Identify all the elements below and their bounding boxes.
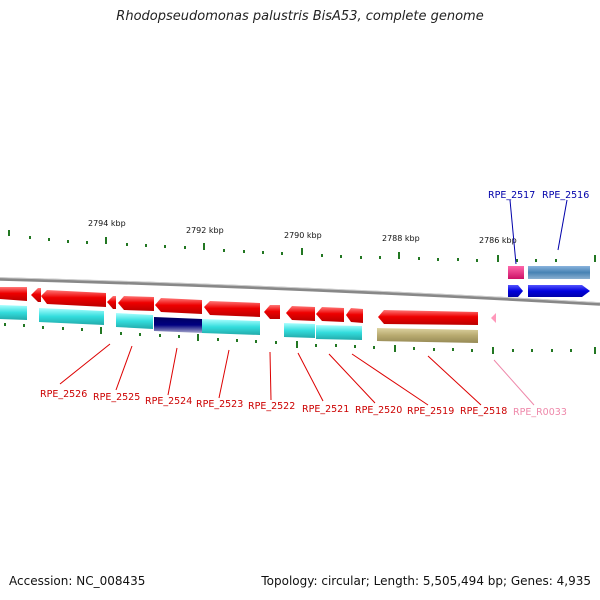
gene-label-rpe-2523[interactable]: RPE_2523 (196, 399, 243, 410)
cds-feature[interactable] (202, 319, 260, 335)
olive-feature[interactable] (377, 328, 478, 343)
gene-label-rpe-2524[interactable]: RPE_2524 (145, 396, 192, 407)
gene-label-rpe-2519[interactable]: RPE_2519 (407, 406, 454, 417)
gene-label-rpe-2520[interactable]: RPE_2520 (355, 405, 402, 416)
genome-summary-text: Topology: circular; Length: 5,505,494 bp… (261, 574, 591, 588)
gene-label-rpe-2518[interactable]: RPE_2518 (460, 406, 507, 417)
inner-tick-ring (4, 323, 596, 354)
scale-label: 2792 kbp (186, 226, 224, 235)
gene-label-rpe-2517[interactable]: RPE_2517 (488, 190, 535, 201)
dark-feature[interactable] (154, 317, 202, 333)
scale-label: 2788 kbp (382, 234, 420, 243)
gene-label-rpe-2526[interactable]: RPE_2526 (40, 389, 87, 400)
gene-label-rpe-2525[interactable]: RPE_2525 (93, 392, 140, 403)
gene-rpe-2517-feature[interactable] (508, 266, 524, 279)
scale-label: 2786 kbp (479, 236, 517, 245)
gene-rpe-2517-arrow[interactable] (508, 285, 523, 297)
reverse-strand-features (0, 305, 478, 343)
gene-rpe-2520-arrow[interactable] (286, 306, 315, 321)
gene-rpe-2525-arrow[interactable] (107, 296, 116, 309)
scale-label: 2794 kbp (88, 219, 126, 228)
cds-feature[interactable] (39, 308, 104, 325)
trna-rpe-r0033-arrow[interactable] (491, 313, 496, 323)
outer-tick-ring (8, 230, 596, 262)
cds-feature[interactable] (316, 325, 362, 340)
reverse-strand-genes (0, 287, 496, 325)
scale-label: 2790 kbp (284, 231, 322, 240)
gene-rpe-2524-arrow[interactable] (118, 296, 154, 311)
gene-label-rpe-2522[interactable]: RPE_2522 (248, 401, 295, 412)
genome-backbone (0, 277, 600, 306)
gene-rpe-2522-arrow[interactable] (204, 301, 260, 317)
gene-rpe-2523-arrow[interactable] (155, 298, 202, 314)
gene-rpe-2516-feature[interactable] (528, 266, 590, 279)
cds-feature[interactable] (284, 323, 315, 338)
gene-rpe-2526-arrow[interactable] (41, 290, 106, 307)
cds-feature[interactable] (116, 313, 153, 329)
accession-text: Accession: NC_008435 (9, 574, 146, 588)
gene-arrow[interactable] (31, 288, 41, 302)
map-title: Rhodopseudomonas palustris BisA53, compl… (116, 9, 484, 24)
gene-rpe-2518-arrow[interactable] (378, 310, 478, 325)
leader-lines (59, 199, 568, 406)
gene-rpe-2519b-arrow[interactable] (346, 308, 363, 323)
gene-label-rpe-2521[interactable]: RPE_2521 (302, 404, 349, 415)
gene-rpe-2521-arrow[interactable] (264, 305, 280, 319)
gene-rpe-2519-arrow[interactable] (316, 307, 344, 322)
gene-label-rpe-r0033[interactable]: RPE_R0033 (513, 407, 567, 418)
cds-feature[interactable] (0, 305, 27, 320)
gene-label-rpe-2516[interactable]: RPE_2516 (542, 190, 589, 201)
gene-arrow[interactable] (0, 287, 27, 301)
gene-rpe-2516-arrow[interactable] (528, 285, 590, 297)
